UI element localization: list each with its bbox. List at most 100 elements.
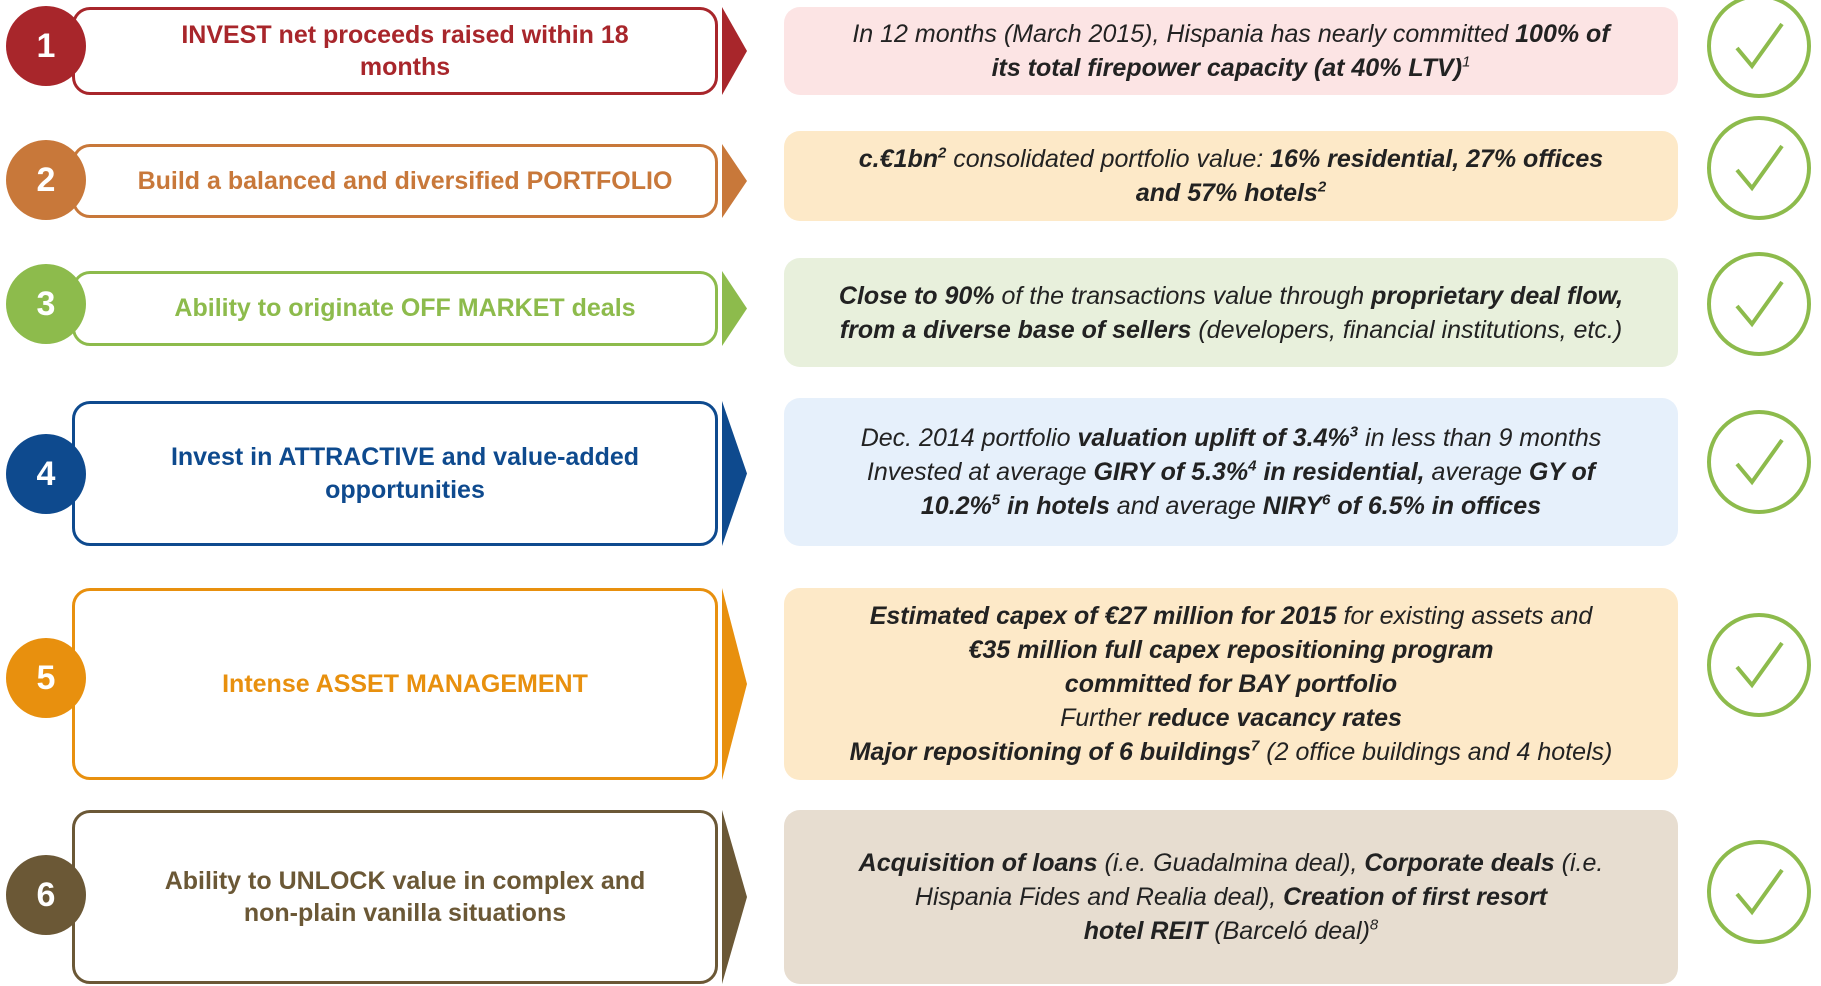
result-text: committed for BAY portfolio <box>1064 670 1398 698</box>
result-text: (i.e. Guadalmina deal), <box>1097 849 1365 877</box>
step-number: 6 <box>6 855 86 935</box>
arrow <box>722 810 747 984</box>
result-text: Corporate deals <box>1364 849 1555 877</box>
step-number: 2 <box>6 140 86 220</box>
check-circle <box>1707 252 1811 356</box>
result-text: and average <box>1109 492 1263 520</box>
footnote-ref: 7 <box>1251 737 1260 755</box>
check-circle <box>1707 116 1811 220</box>
result-line: Invested at average GIRY of 5.3%4 in res… <box>867 455 1595 489</box>
footnote-ref: 1 <box>1462 53 1471 71</box>
step-number: 3 <box>6 264 86 344</box>
result-text: of 6.5% in offices <box>1330 492 1542 520</box>
result-text: c.€1bn <box>858 145 938 173</box>
result-line: from a diverse base of sellers (develope… <box>840 313 1622 347</box>
result-box: Dec. 2014 portfolio valuation uplift of … <box>784 398 1678 546</box>
result-text: Creation of first resort <box>1283 883 1548 911</box>
result-text: GY of <box>1528 458 1596 486</box>
result-text: 100% of <box>1515 20 1610 48</box>
arrow <box>722 7 747 95</box>
objective-box: Invest in ATTRACTIVE and value-added opp… <box>72 401 718 546</box>
result-line: 10.2%5 in hotels and average NIRY6 of 6.… <box>921 489 1541 523</box>
result-text: 10.2% <box>920 492 992 520</box>
arrow <box>722 271 747 346</box>
footnote-ref: 2 <box>1317 178 1327 196</box>
result-text: and 57% hotels <box>1135 179 1318 207</box>
step-number: 1 <box>6 6 86 86</box>
result-text: in hotels <box>1000 492 1110 520</box>
result-text: for existing assets and <box>1336 602 1593 630</box>
footnote-ref: 4 <box>1248 457 1257 475</box>
check-circle <box>1707 0 1811 98</box>
footnote-ref: 5 <box>991 491 1001 509</box>
result-line: Further reduce vacancy rates <box>1060 701 1402 735</box>
result-text: Further <box>1060 704 1148 732</box>
check-mark <box>1735 144 1784 192</box>
result-text: Acquisition of loans <box>858 849 1098 877</box>
result-text: from a diverse base of sellers <box>839 315 1192 344</box>
result-text: Invested at average <box>866 458 1094 486</box>
result-text: €35 million full capex repositioning pro… <box>968 636 1494 664</box>
result-box: c.€1bn2 consolidated portfolio value: 16… <box>784 131 1678 221</box>
check-circle <box>1707 840 1811 944</box>
result-text: of the transactions value through <box>994 281 1372 310</box>
check-circle <box>1707 410 1811 514</box>
check-circle <box>1707 613 1811 717</box>
result-text: its total firepower capacity (at 40% LTV… <box>991 54 1463 82</box>
result-text: NIRY <box>1262 492 1323 520</box>
arrow <box>722 144 747 218</box>
result-text: reduce vacancy rates <box>1147 704 1402 732</box>
result-text: (2 office buildings and 4 hotels) <box>1259 738 1613 766</box>
result-text: GIRY of 5.3% <box>1093 458 1249 486</box>
result-line: Estimated capex of €27 million for 2015 … <box>870 599 1593 633</box>
check-mark <box>1735 438 1784 486</box>
result-box: Acquisition of loans (i.e. Guadalmina de… <box>784 810 1678 984</box>
objective-box: Build a balanced and diversified PORTFOL… <box>72 144 718 218</box>
result-line: Major repositioning of 6 buildings7 (2 o… <box>850 735 1613 769</box>
check-mark <box>1735 280 1784 328</box>
result-line: hotel REIT (Barceló deal)8 <box>1084 914 1379 948</box>
check-mark <box>1735 641 1784 689</box>
result-text: Major repositioning of 6 buildings <box>849 738 1252 766</box>
result-text: consolidated portfolio value: <box>946 145 1271 173</box>
result-line: €35 million full capex repositioning pro… <box>968 633 1493 667</box>
arrow <box>722 401 747 546</box>
footnote-ref: 2 <box>937 144 947 162</box>
result-line: Dec. 2014 portfolio valuation uplift of … <box>861 421 1602 455</box>
result-line: and 57% hotels2 <box>1136 176 1326 210</box>
check-mark <box>1735 22 1784 70</box>
result-line: its total firepower capacity (at 40% LTV… <box>992 51 1471 85</box>
result-line: committed for BAY portfolio <box>1065 667 1397 701</box>
result-text: proprietary deal flow, <box>1371 281 1624 310</box>
footnote-ref: 6 <box>1322 491 1331 509</box>
result-line: Acquisition of loans (i.e. Guadalmina de… <box>859 846 1604 880</box>
result-text: Hispania Fides and Realia deal), <box>914 883 1284 911</box>
result-text: Dec. 2014 portfolio <box>860 424 1078 452</box>
footnote-ref: 3 <box>1349 423 1359 441</box>
result-box: Close to 90% of the transactions value t… <box>784 258 1678 367</box>
result-line: In 12 months (March 2015), Hispania has … <box>852 17 1609 51</box>
result-text: in less than 9 months <box>1358 424 1602 452</box>
objective-box: Intense ASSET MANAGEMENT <box>72 588 718 780</box>
result-box: Estimated capex of €27 million for 2015 … <box>784 588 1678 780</box>
result-text: valuation uplift of 3.4% <box>1077 424 1350 452</box>
result-text: In 12 months (March 2015), Hispania has … <box>852 20 1516 48</box>
result-text: Estimated capex of €27 million for 2015 <box>869 602 1337 630</box>
step-number: 5 <box>6 638 86 718</box>
result-text: (i.e. <box>1554 849 1604 877</box>
step-number: 4 <box>6 434 86 514</box>
result-line: Close to 90% of the transactions value t… <box>839 279 1623 313</box>
arrow <box>722 588 747 780</box>
result-text: (developers, financial institutions, etc… <box>1191 315 1623 344</box>
check-mark <box>1735 868 1784 916</box>
result-text: (Barceló deal) <box>1207 917 1370 945</box>
result-text: hotel REIT <box>1083 917 1208 945</box>
result-text: Close to 90% <box>838 281 995 310</box>
result-line: c.€1bn2 consolidated portfolio value: 16… <box>859 142 1603 176</box>
result-text: 16% residential, 27% offices <box>1270 145 1604 173</box>
result-box: In 12 months (March 2015), Hispania has … <box>784 7 1678 95</box>
objective-box: Ability to originate OFF MARKET deals <box>72 271 718 346</box>
objective-box: INVEST net proceeds raised within 18 mon… <box>72 7 718 95</box>
